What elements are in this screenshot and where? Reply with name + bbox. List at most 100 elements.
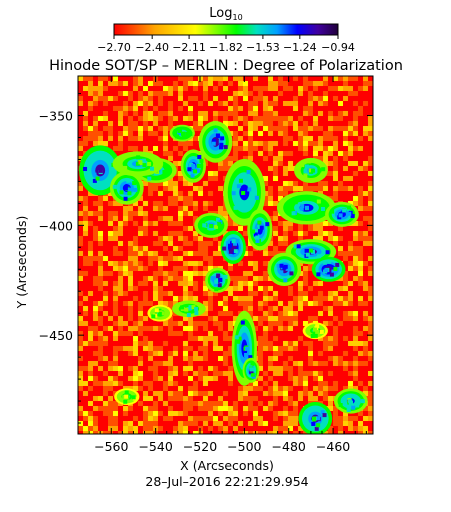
- polarization-speckle: [191, 305, 196, 310]
- heatmap-cell: [188, 426, 193, 431]
- heatmap-cell: [138, 206, 143, 211]
- heatmap-cell: [263, 426, 268, 431]
- heatmap-cell: [273, 246, 278, 251]
- heatmap-cell: [88, 381, 93, 386]
- heatmap-cell: [368, 386, 373, 391]
- heatmap-cell: [173, 226, 178, 231]
- heatmap-cell: [178, 281, 183, 286]
- heatmap-cell: [343, 321, 348, 326]
- heatmap-cell: [293, 126, 298, 131]
- heatmap-cell: [238, 431, 243, 434]
- heatmap-cell: [158, 106, 163, 111]
- heatmap-cell: [193, 201, 198, 206]
- heatmap-cell: [303, 366, 308, 371]
- heatmap-cell: [138, 101, 143, 106]
- heatmap-cell: [343, 366, 348, 371]
- heatmap-cell: [173, 406, 178, 411]
- heatmap-cell: [193, 146, 198, 151]
- heatmap-cell: [168, 401, 173, 406]
- heatmap-cell: [283, 361, 288, 366]
- heatmap-cell: [363, 406, 368, 411]
- heatmap-cell: [273, 201, 278, 206]
- heatmap-cell: [228, 271, 233, 276]
- heatmap-cell: [353, 201, 358, 206]
- heatmap-cell: [193, 251, 198, 256]
- polarization-speckle: [216, 217, 221, 222]
- heatmap-cell: [228, 76, 233, 81]
- heatmap-cell: [128, 321, 133, 326]
- polarization-speckle: [147, 162, 152, 167]
- heatmap-cell: [113, 231, 118, 236]
- heatmap-cell: [173, 411, 178, 416]
- heatmap-cell: [143, 341, 148, 346]
- heatmap-cell: [173, 201, 178, 206]
- heatmap-cell: [223, 101, 228, 106]
- heatmap-cell: [238, 116, 243, 121]
- heatmap-cell: [143, 351, 148, 356]
- heatmap-cell: [138, 141, 143, 146]
- heatmap-cell: [298, 396, 303, 401]
- heatmap-cell: [318, 186, 323, 191]
- heatmap-cell: [363, 91, 368, 96]
- heatmap-cell: [328, 156, 333, 161]
- heatmap-cell: [118, 276, 123, 281]
- heatmap-cell: [123, 206, 128, 211]
- heatmap-cell: [238, 266, 243, 271]
- heatmap-cell: [228, 421, 233, 426]
- heatmap-cell: [158, 386, 163, 391]
- heatmap-cell: [88, 401, 93, 406]
- heatmap-cell: [128, 346, 133, 351]
- polarization-speckle: [196, 163, 201, 168]
- heatmap-cell: [148, 426, 153, 431]
- heatmap-cell: [368, 391, 373, 396]
- heatmap-cell: [228, 351, 233, 356]
- heatmap-cell: [298, 306, 303, 311]
- heatmap-cell: [203, 356, 208, 361]
- heatmap-cell: [273, 311, 278, 316]
- heatmap-cell: [218, 366, 223, 371]
- heatmap-cell: [303, 361, 308, 366]
- heatmap-cell: [213, 91, 218, 96]
- heatmap-cell: [98, 351, 103, 356]
- heatmap-cell: [253, 296, 258, 301]
- heatmap-cell: [168, 406, 173, 411]
- polarization-speckle: [234, 335, 239, 340]
- heatmap-cell: [133, 311, 138, 316]
- heatmap-cell: [168, 386, 173, 391]
- heatmap-cell: [283, 241, 288, 246]
- heatmap-cell: [158, 96, 163, 101]
- heatmap-cell: [338, 276, 343, 281]
- heatmap-cell: [313, 106, 318, 111]
- heatmap-cell: [333, 241, 338, 246]
- heatmap-cell: [318, 141, 323, 146]
- heatmap-cell: [108, 331, 113, 336]
- heatmap-cell: [153, 101, 158, 106]
- heatmap-cell: [328, 391, 333, 396]
- heatmap-cell: [138, 261, 143, 266]
- heatmap-cell: [278, 316, 283, 321]
- polarization-speckle: [333, 266, 338, 271]
- heatmap-cell: [223, 111, 228, 116]
- heatmap-cell: [98, 346, 103, 351]
- heatmap-cell: [323, 151, 328, 156]
- heatmap-cell: [108, 276, 113, 281]
- heatmap-cell: [258, 291, 263, 296]
- heatmap-cell: [263, 151, 268, 156]
- heatmap-cell: [123, 111, 128, 116]
- heatmap-cell: [133, 366, 138, 371]
- heatmap-cell: [228, 311, 233, 316]
- heatmap-cell: [118, 241, 123, 246]
- heatmap-cell: [363, 206, 368, 211]
- heatmap-cell: [323, 141, 328, 146]
- heatmap-cell: [113, 146, 118, 151]
- heatmap-cell: [203, 331, 208, 336]
- heatmap-cell: [293, 81, 298, 86]
- heatmap-cell: [168, 151, 173, 156]
- heatmap-cell: [348, 386, 353, 391]
- heatmap-cell: [283, 401, 288, 406]
- heatmap-cell: [163, 186, 168, 191]
- heatmap-cell: [108, 361, 113, 366]
- heatmap-cell: [338, 111, 343, 116]
- heatmap-cell: [273, 356, 278, 361]
- heatmap-cell: [188, 411, 193, 416]
